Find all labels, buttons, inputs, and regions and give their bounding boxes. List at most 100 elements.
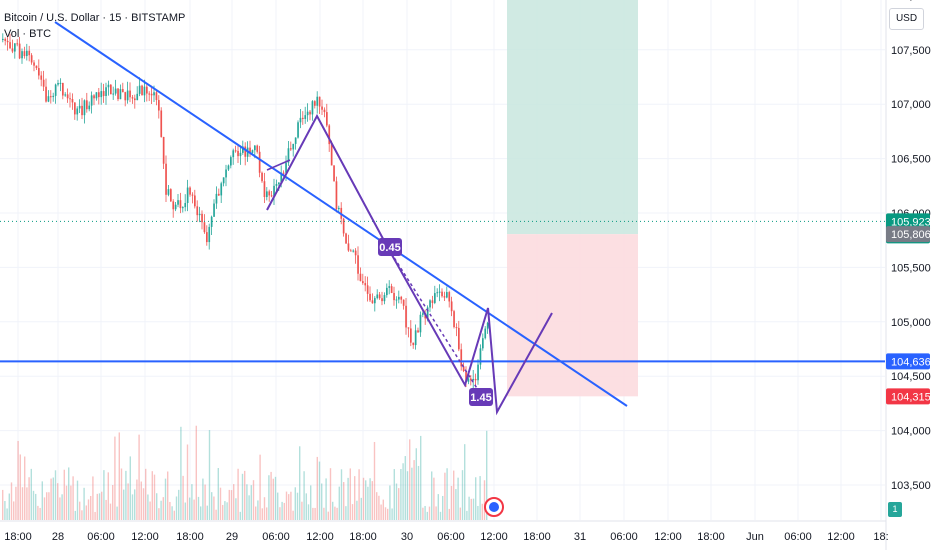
volume-bars [2,425,488,520]
volume-bar [389,485,391,520]
candle-body [234,150,237,152]
candle-body [450,301,453,312]
volume-bar [345,506,347,520]
candle-body [119,89,122,100]
candle-body [285,162,287,173]
volume-bar [160,500,162,520]
candle-body [213,203,215,217]
alert-count-badge[interactable]: 1 [888,502,902,517]
candle-body [148,93,151,95]
volume-bar [109,503,112,520]
volume-bar [79,501,81,520]
candle-body [177,200,179,205]
candle-body [155,92,158,101]
volume-bar [360,497,362,520]
volume-bar [446,468,448,520]
pattern-ratio-label: 1.45 [469,388,493,406]
candle-body [206,232,208,243]
volume-bar [459,507,461,520]
x-tick-label: 18:00 [4,531,32,543]
candle-body [136,93,139,101]
candle-body [74,102,76,115]
volume-bar [48,492,50,520]
volume-bar [32,490,35,520]
volume-bar [76,480,79,520]
volume-bar [39,507,41,520]
volume-bar [255,506,257,520]
candle-body [30,55,33,63]
volume-bar [147,494,149,520]
volume-bar [316,456,318,520]
volume-bar [263,497,266,520]
y-tick-label: 104,000 [891,426,931,438]
volume-bar [296,492,299,520]
candle-body [263,181,266,198]
volume-bar [120,468,123,520]
volume-bar [307,504,310,520]
x-tick-label: 18:00 [349,531,377,543]
candle-body [350,250,352,252]
x-tick-label: 28 [52,531,64,543]
candle-body [280,172,283,183]
volume-bar [208,430,211,520]
candle-body [100,91,103,98]
volume-bar [186,444,189,520]
candle-body [376,294,379,299]
candle-body [362,281,364,284]
volume-bar [19,454,21,520]
volume-legend[interactable]: Vol · BTC [4,28,52,40]
y-tick-label: 103,500 [891,480,931,492]
volume-bar [261,508,263,520]
volume-bar [294,487,296,520]
volume-bar [468,496,470,520]
volume-bar [428,506,431,520]
symbol-title[interactable]: Bitcoin / U.S. Dollar · 15 · BITSTAMP [4,12,186,24]
candle-body [479,348,482,365]
volume-bar [475,477,477,520]
volume-bar [332,501,334,520]
volume-bar [96,493,98,520]
volume-bar [107,472,109,520]
volume-bar [131,494,134,520]
candle-body [318,96,321,107]
candle-body [282,172,285,174]
volume-bar [455,489,457,520]
x-tick-label: 18: [873,531,888,543]
candle-body [474,378,477,381]
volume-bar [384,507,387,520]
volume-bar [347,477,349,520]
volume-bar [92,476,94,520]
price-tag-label: 104,636 [891,356,931,368]
candle-body [482,338,484,349]
volume-bar [224,501,226,520]
volume-bar [204,484,206,520]
volume-bar [246,484,248,520]
volume-bar [305,493,307,520]
volume-bar [197,496,200,520]
volume-bar [285,491,288,520]
volume-bar [272,478,274,520]
volume-bar [444,472,446,520]
currency-selector[interactable]: USD [889,8,924,30]
volume-bar [136,479,138,520]
volume-bar [191,484,193,520]
candle-body [323,109,326,113]
y-tick-label: 105,000 [891,317,931,329]
x-tick-label: 12:00 [480,531,508,543]
candle-body [170,189,172,202]
candle-body [76,108,79,115]
descending-trendline [54,21,628,407]
candle-body [410,328,412,343]
volume-bar [98,493,101,520]
volume-bar [457,477,459,520]
volume-bar [37,505,39,520]
volume-bar [233,484,235,520]
candle-body [146,86,148,94]
candle-body [393,292,395,301]
candle-body [220,183,223,196]
candle-body [35,65,38,69]
candle-body [90,95,93,106]
candle-body [448,292,451,302]
candle-body [275,183,278,186]
